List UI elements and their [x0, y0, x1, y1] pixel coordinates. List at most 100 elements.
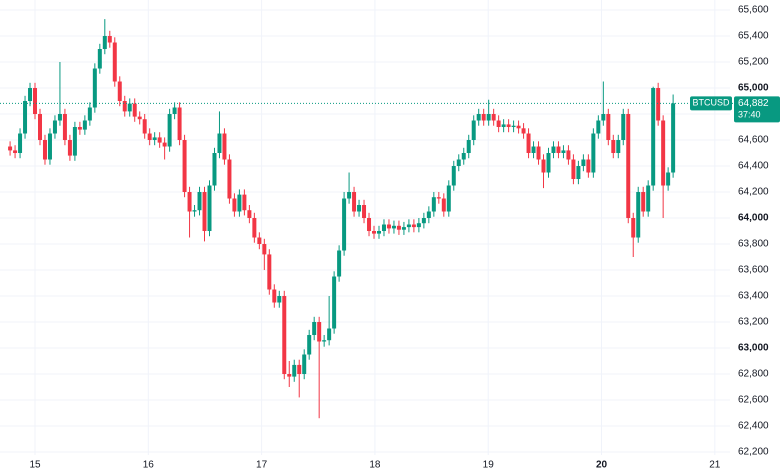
- y-tick-label: 63,800: [738, 239, 769, 250]
- candle-body: [232, 198, 237, 212]
- candle-body: [446, 185, 451, 212]
- candle-body: [127, 103, 132, 112]
- candle-body: [376, 231, 381, 234]
- candle-body: [277, 296, 282, 303]
- y-tick-label: 65,000: [738, 83, 769, 94]
- y-tick-label: 62,800: [738, 369, 769, 380]
- y-tick-label: 62,400: [738, 421, 769, 432]
- candle-body: [456, 159, 461, 167]
- candle-body: [656, 88, 661, 121]
- candle-body: [591, 133, 596, 173]
- candle-body: [67, 140, 72, 156]
- candle-body: [192, 210, 197, 212]
- candle-body: [8, 146, 13, 151]
- candle-body: [317, 322, 322, 342]
- candle-body: [516, 125, 521, 129]
- candle-body: [322, 340, 327, 342]
- candle-body: [28, 88, 33, 102]
- candle-body: [396, 225, 401, 230]
- candle-body: [352, 192, 357, 212]
- candle-body: [531, 146, 536, 154]
- candle-body: [576, 166, 581, 180]
- x-tick-label: 17: [256, 460, 268, 470]
- candle-body: [661, 120, 666, 186]
- candle-body: [182, 140, 187, 193]
- candle-body: [586, 159, 591, 173]
- candle-body: [461, 153, 466, 160]
- candle-body: [386, 224, 391, 229]
- candle-body: [486, 114, 491, 121]
- candle-body: [13, 150, 18, 154]
- candle-body: [267, 254, 272, 290]
- candle-body: [511, 125, 516, 128]
- candle-body: [287, 374, 292, 377]
- candle-body: [636, 192, 641, 238]
- x-tick-label: 19: [483, 460, 495, 470]
- candle-body: [92, 68, 97, 108]
- candle-body: [77, 127, 82, 130]
- candle-body: [411, 224, 416, 228]
- candle-body: [162, 142, 167, 147]
- candle-body: [212, 153, 217, 186]
- candle-body: [342, 198, 347, 251]
- y-tick-label: 65,600: [738, 5, 769, 16]
- candle-body: [616, 140, 621, 154]
- candle-body: [481, 114, 486, 121]
- candle-body: [367, 218, 372, 232]
- y-tick-label: 64,600: [738, 135, 769, 146]
- candle-body: [82, 120, 87, 130]
- candle-body: [117, 81, 122, 102]
- candle-body: [292, 364, 297, 377]
- candle-body: [23, 101, 28, 134]
- candle-body: [97, 49, 102, 69]
- candle-body: [626, 114, 631, 219]
- candle-body: [362, 205, 367, 219]
- y-tick-label: 63,600: [738, 265, 769, 276]
- candle-body: [476, 114, 481, 121]
- candle-body: [646, 185, 651, 212]
- candle-body: [252, 218, 257, 238]
- candle-body: [157, 137, 162, 143]
- candle-body: [651, 88, 656, 186]
- candle-body: [132, 103, 137, 117]
- candle-body: [72, 127, 77, 156]
- candle-body: [357, 205, 362, 212]
- candle-body: [197, 192, 202, 211]
- candle-body: [671, 103, 676, 173]
- candle-body: [471, 120, 476, 141]
- candle-body: [491, 114, 496, 121]
- candle-body: [237, 194, 242, 212]
- candle-body: [431, 197, 436, 212]
- candle-body: [496, 120, 501, 128]
- candle-body: [247, 210, 252, 219]
- y-tick-label: 63,400: [738, 291, 769, 302]
- candle-body: [167, 114, 172, 147]
- candle-body: [436, 197, 441, 199]
- candle-body: [337, 250, 342, 277]
- candle-body: [416, 223, 421, 228]
- candle-body: [526, 133, 531, 154]
- candle-body: [172, 107, 177, 115]
- candle-body: [137, 116, 142, 120]
- y-tick-label: 62,200: [738, 447, 769, 458]
- candle-body: [47, 133, 52, 160]
- candle-body: [307, 335, 312, 355]
- candle-body: [42, 140, 47, 160]
- candle-body: [332, 276, 337, 329]
- candle-body: [606, 114, 611, 141]
- candle-body: [142, 119, 147, 134]
- y-tick-label: 63,200: [738, 317, 769, 328]
- candle-body: [571, 159, 576, 180]
- candle-body: [581, 159, 586, 167]
- candle-body: [202, 192, 207, 232]
- candle-body: [426, 211, 431, 219]
- candles: [0, 19, 733, 419]
- candle-body: [312, 322, 317, 336]
- y-tick-label: 64,200: [738, 187, 769, 198]
- symbol-tag: [690, 96, 732, 111]
- y-tick-label: 63,000: [738, 343, 769, 354]
- candle-body: [107, 36, 112, 43]
- candle-body: [611, 140, 616, 154]
- candle-body: [546, 153, 551, 173]
- candle-body: [406, 224, 411, 228]
